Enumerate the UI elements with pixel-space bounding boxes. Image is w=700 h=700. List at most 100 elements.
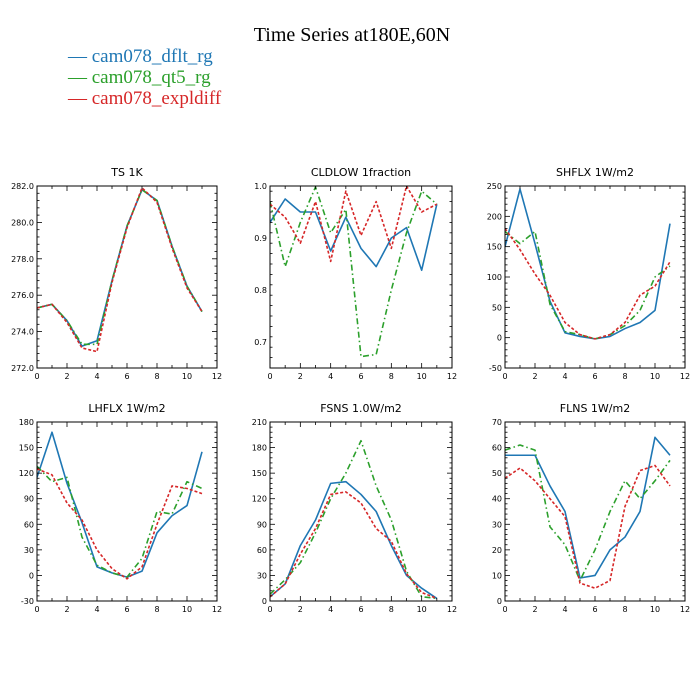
- panel-1: CLDLOW 1fraction 0 2 4 6 8 10 12 0.7 0.8 0.9 1.0: [254, 166, 457, 381]
- y-tick-label: 30: [24, 546, 34, 555]
- panel-title: TS 1K: [110, 166, 143, 179]
- y-tick-label: -30: [21, 597, 34, 606]
- series-line-cam078_expldiff: [37, 468, 203, 580]
- y-tick-label: 0.8: [254, 286, 267, 295]
- x-tick-label: 6: [592, 605, 597, 614]
- x-tick-label: 12: [447, 372, 457, 381]
- x-tick-label: 0: [34, 605, 39, 614]
- series-line-cam078_qt5_rg: [37, 465, 203, 578]
- x-tick-label: 10: [182, 605, 192, 614]
- panel-title: FSNS 1.0W/m2: [320, 402, 402, 415]
- plot-frame: [269, 421, 453, 602]
- x-tick-label: 8: [389, 605, 394, 614]
- x-tick-label: 6: [124, 372, 129, 381]
- series-line-cam078_dflt_rg: [505, 188, 671, 340]
- series-line-cam078_qt5_rg: [505, 230, 671, 340]
- legend-entry-expldiff: — cam078_expldiff: [67, 88, 222, 109]
- x-tick-label: 2: [298, 372, 303, 381]
- x-tick-label: 8: [622, 372, 627, 381]
- legend: — cam078_dflt_rg — cam078_qt5_rg — cam07…: [67, 46, 222, 109]
- x-tick-label: 4: [94, 372, 99, 381]
- y-tick-label: 10: [492, 571, 502, 580]
- y-tick-label: 0: [497, 334, 502, 343]
- panel-title: FLNS 1W/m2: [560, 402, 630, 415]
- legend-entry-dflt: — cam078_dflt_rg: [67, 46, 213, 67]
- series-line-cam078_dflt_rg: [270, 480, 438, 600]
- x-tick-label: 12: [680, 372, 690, 381]
- series-line-cam078_expldiff: [505, 464, 671, 590]
- x-tick-label: 4: [562, 372, 567, 381]
- y-tick-label: 200: [487, 212, 502, 221]
- x-tick-label: 8: [389, 372, 394, 381]
- panels: TS 1K 0 2 4 6 8 10 12 272.0 274.0 276.0 278.0 280.0 2…: [11, 166, 690, 614]
- y-tick-label: 120: [252, 495, 267, 504]
- y-tick-label: 20: [492, 546, 502, 555]
- series-line-cam078_expldiff: [270, 491, 438, 600]
- y-tick-label: 90: [257, 520, 267, 529]
- y-tick-label: 276.0: [11, 291, 34, 300]
- series-line-cam078_expldiff: [270, 186, 438, 263]
- x-tick-label: 10: [650, 605, 660, 614]
- x-tick-label: 10: [650, 372, 660, 381]
- x-tick-label: 0: [267, 605, 272, 614]
- series-line-cam078_dflt_rg: [270, 198, 438, 272]
- y-tick-label: 0.9: [254, 234, 267, 243]
- y-tick-label: 272.0: [11, 364, 34, 373]
- y-tick-label: 40: [492, 495, 502, 504]
- y-tick-label: 1.0: [254, 182, 267, 191]
- y-tick-label: 180: [252, 444, 267, 453]
- x-tick-label: 0: [34, 372, 39, 381]
- y-tick-label: 250: [487, 182, 502, 191]
- y-tick-label: 278.0: [11, 255, 34, 264]
- y-tick-label: 150: [487, 243, 502, 252]
- x-tick-label: 2: [64, 605, 69, 614]
- figure-title: Time Series at180E,60N: [254, 24, 450, 46]
- y-tick-label: 50: [492, 469, 502, 478]
- y-tick-label: 60: [24, 520, 34, 529]
- y-tick-label: 60: [492, 444, 502, 453]
- x-tick-label: 10: [417, 372, 427, 381]
- x-tick-label: 12: [212, 605, 222, 614]
- plot-frame: [269, 185, 453, 369]
- series-line-cam078_qt5_rg: [505, 444, 671, 582]
- y-tick-label: 282.0: [11, 182, 34, 191]
- y-tick-label: 60: [257, 546, 267, 555]
- x-tick-label: 4: [94, 605, 99, 614]
- x-tick-label: 0: [502, 605, 507, 614]
- x-tick-label: 0: [267, 372, 272, 381]
- y-tick-label: 180: [19, 418, 34, 427]
- x-tick-label: 4: [562, 605, 567, 614]
- y-tick-label: 30: [492, 520, 502, 529]
- x-tick-label: 2: [64, 372, 69, 381]
- x-tick-label: 4: [328, 605, 333, 614]
- panel-0: TS 1K 0 2 4 6 8 10 12 272.0 274.0 276.0 278.0 280.0 2…: [11, 166, 222, 381]
- series-line-cam078_dflt_rg: [37, 431, 203, 578]
- x-tick-label: 4: [328, 372, 333, 381]
- x-tick-label: 8: [622, 605, 627, 614]
- y-tick-label: 274.0: [11, 328, 34, 337]
- y-tick-label: 0: [29, 571, 34, 580]
- panel-5: FLNS 1W/m2 0 2 4 6 8 10 12 0 10 20 30 40 50 60 70: [492, 402, 690, 614]
- series-line-cam078_qt5_rg: [37, 188, 203, 346]
- legend-entry-qt5: — cam078_qt5_rg: [67, 67, 211, 88]
- y-tick-label: 100: [487, 273, 502, 282]
- y-tick-label: 210: [252, 418, 267, 427]
- plot-frame: [36, 185, 218, 369]
- x-tick-label: 2: [298, 605, 303, 614]
- y-tick-label: 150: [252, 469, 267, 478]
- series-line-cam078_dflt_rg: [505, 436, 671, 579]
- x-tick-label: 10: [417, 605, 427, 614]
- plot-frame: [36, 421, 218, 602]
- x-tick-label: 12: [680, 605, 690, 614]
- y-tick-label: 120: [19, 469, 34, 478]
- x-tick-label: 12: [447, 605, 457, 614]
- panel-title: CLDLOW 1fraction: [311, 166, 411, 179]
- y-tick-label: 50: [492, 303, 502, 312]
- x-tick-label: 6: [124, 605, 129, 614]
- x-tick-label: 0: [502, 372, 507, 381]
- x-tick-label: 2: [532, 605, 537, 614]
- series-line-cam078_dflt_rg: [37, 188, 203, 347]
- plot-frame: [504, 185, 686, 369]
